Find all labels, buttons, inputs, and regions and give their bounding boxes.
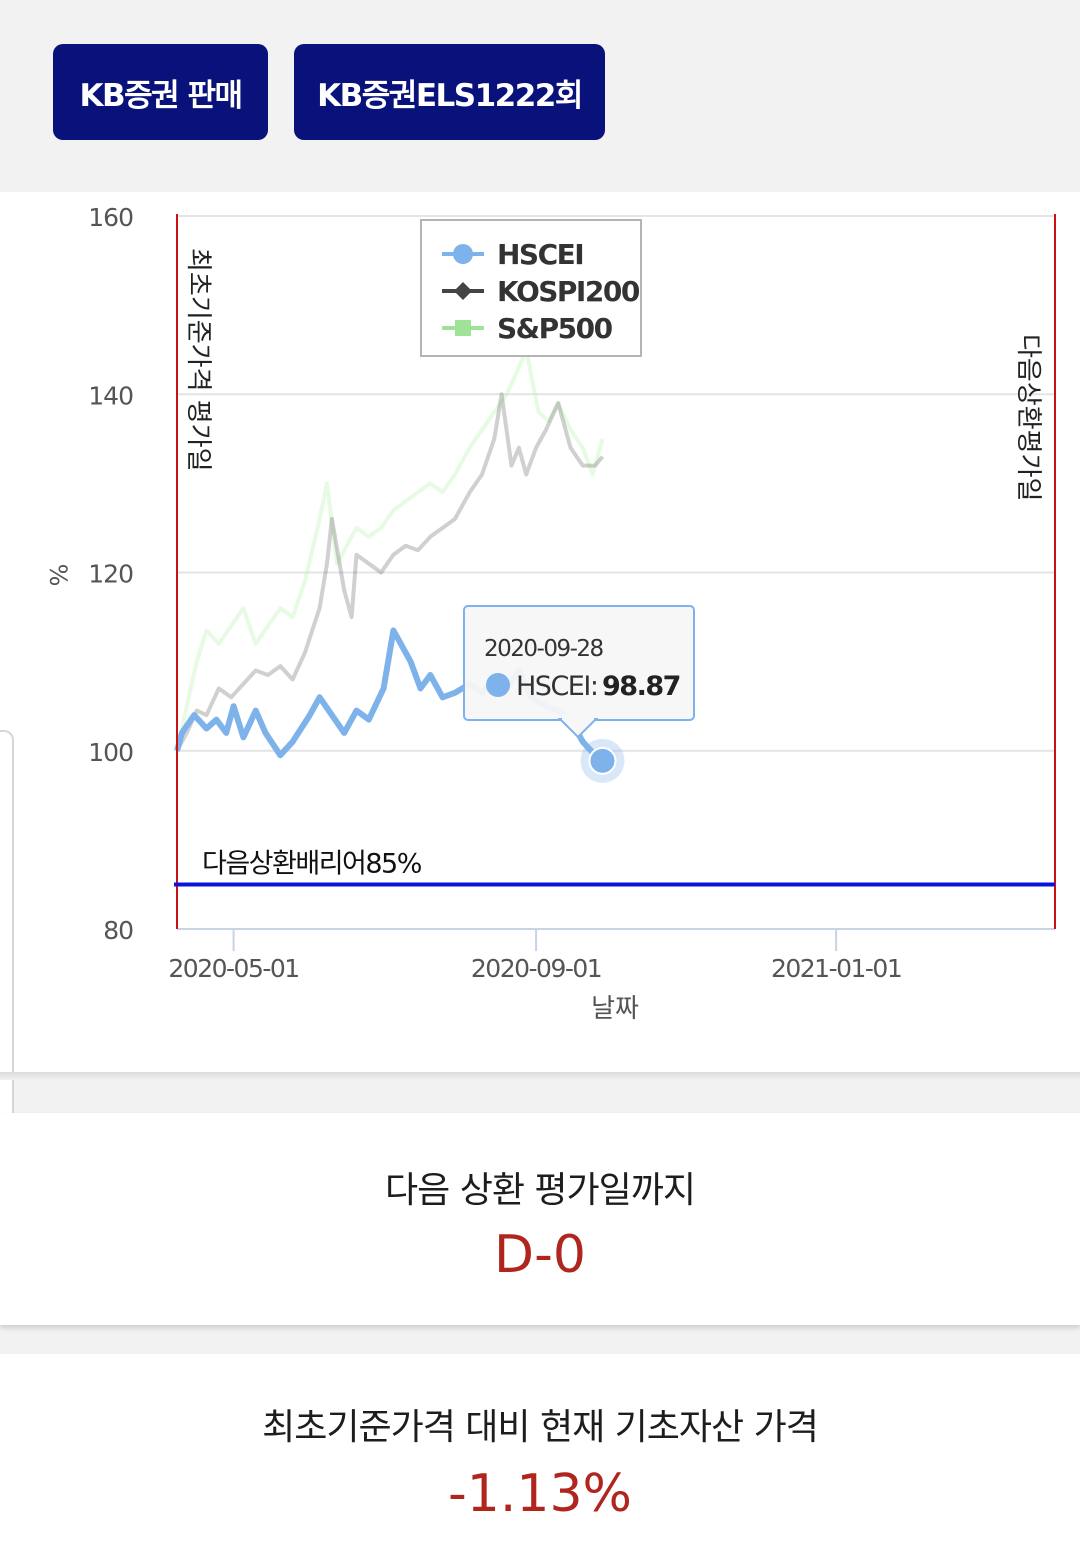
reference-line-label-0: 최초기준가격 평가일 (183, 248, 213, 472)
tooltip-series: HSCEI: (516, 671, 597, 702)
days-until-title: 다음 상환 평가일까지 (385, 1170, 696, 1211)
y-axis-title: % (44, 564, 72, 587)
legend-marker-square (455, 320, 471, 336)
y-tick-label: 80 (103, 916, 133, 945)
side-scroll-tab[interactable] (0, 730, 14, 1154)
y-tick-label: 120 (88, 560, 133, 589)
legend-marker-circle (453, 244, 473, 264)
barrier-label: 다음상환배리어85% (202, 848, 422, 879)
index-chart[interactable]: 80 100 120 140 160 2020-05-01 2020-09-01 2021-0… (0, 192, 1080, 1072)
chart-card: 80 100 120 140 160 2020-05-01 2020-09-01 2021-0… (0, 192, 1080, 1154)
tooltip-value: 98.87 (602, 671, 680, 702)
series-line-1 (175, 392, 605, 752)
seller-button[interactable]: KB증권 판매 (53, 44, 268, 140)
reference-line-label-1: 다음상환평가일 (1013, 334, 1043, 501)
hover-point (588, 746, 617, 775)
x-axis-title: 날짜 (591, 994, 639, 1024)
tooltip-date: 2020-09-28 (484, 636, 604, 662)
tooltip-box (463, 605, 695, 721)
tooltip-pointer (557, 718, 599, 739)
tooltip-pointer-mask (562, 714, 594, 720)
legend-label-1: KOSPI200 (497, 275, 640, 308)
x-tick-label: 2020-05-01 (168, 954, 298, 983)
header-bar: KB증권 판매 KB증권ELS1222회 (0, 0, 1080, 192)
price-change-card: 최초기준가격 대비 현재 기초자산 가격 -1.13% (0, 1354, 1080, 1564)
y-tick-label: 160 (88, 203, 133, 232)
product-button[interactable]: KB증권ELS1222회 (294, 44, 605, 140)
legend-label-0: HSCEI (497, 238, 583, 271)
series-line-2 (175, 347, 605, 752)
y-tick-label: 100 (88, 738, 133, 767)
x-tick-label: 2021-01-01 (771, 954, 901, 983)
days-until-card: 다음 상환 평가일까지 D-0 (0, 1113, 1080, 1325)
price-change-value: -1.13% (448, 1464, 632, 1524)
x-tick-label: 2020-09-01 (471, 954, 601, 983)
tooltip-marker (486, 673, 510, 697)
legend-label-2: S&P500 (497, 312, 613, 345)
chart-divider (0, 1072, 1080, 1080)
days-until-value: D-0 (494, 1225, 586, 1285)
price-change-title: 최초기준가격 대비 현재 기초자산 가격 (262, 1407, 819, 1448)
y-tick-label: 140 (88, 381, 133, 410)
legend-marker-diamond (454, 282, 472, 300)
